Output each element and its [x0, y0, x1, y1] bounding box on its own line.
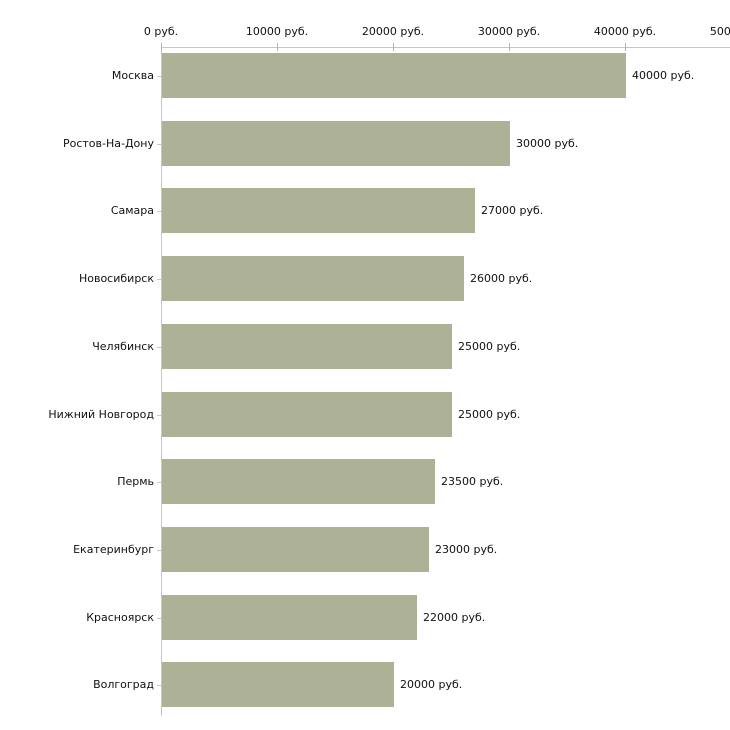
category-tick — [157, 685, 161, 686]
category-label: Нижний Новгород — [48, 408, 154, 421]
bar — [162, 459, 435, 504]
value-label: 26000 руб. — [470, 272, 533, 285]
x-axis-tick — [277, 43, 278, 51]
x-axis-tick — [625, 43, 626, 51]
category-tick — [157, 415, 161, 416]
bar — [162, 392, 452, 437]
value-label: 23000 руб. — [435, 543, 498, 556]
bar — [162, 662, 394, 707]
category-tick — [157, 347, 161, 348]
x-axis-tick-label: 10000 руб. — [245, 25, 309, 38]
y-axis-line — [161, 47, 162, 716]
value-label: 25000 руб. — [458, 340, 521, 353]
category-label: Екатеринбург — [73, 543, 154, 556]
category-label: Ростов-На-Дону — [62, 137, 154, 150]
category-label: Москва — [111, 69, 154, 82]
category-label: Самара — [110, 204, 154, 217]
x-axis-tick — [509, 43, 510, 51]
value-label: 25000 руб. — [458, 408, 521, 421]
x-axis-tick — [161, 43, 162, 51]
value-label: 23500 руб. — [441, 475, 504, 488]
value-label: 20000 руб. — [400, 678, 463, 691]
category-label: Челябинск — [92, 340, 154, 353]
x-axis-tick-label: 0 руб. — [143, 25, 179, 38]
category-tick — [157, 482, 161, 483]
bar — [162, 53, 626, 98]
category-tick — [157, 211, 161, 212]
bar — [162, 324, 452, 369]
bar — [162, 527, 429, 572]
category-label: Новосибирск — [78, 272, 154, 285]
category-label: Красноярск — [86, 611, 154, 624]
value-label: 27000 руб. — [481, 204, 544, 217]
x-axis-tick — [393, 43, 394, 51]
x-axis-tick-label: 50000 руб. — [709, 25, 730, 38]
category-tick — [157, 76, 161, 77]
bar — [162, 595, 417, 640]
category-tick — [157, 550, 161, 551]
category-tick — [157, 144, 161, 145]
x-axis-tick-label: 40000 руб. — [593, 25, 657, 38]
bar — [162, 256, 464, 301]
value-label: 22000 руб. — [423, 611, 486, 624]
bar-chart: 0 руб. 10000 руб. 20000 руб. 30000 руб. 4000… — [40, 16, 730, 730]
x-axis-tick-label: 20000 руб. — [361, 25, 425, 38]
value-label: 30000 руб. — [516, 137, 579, 150]
bar — [162, 121, 510, 166]
bar — [162, 188, 475, 233]
x-axis-line — [161, 47, 730, 48]
value-label: 40000 руб. — [632, 69, 695, 82]
category-label: Пермь — [117, 475, 154, 488]
category-tick — [157, 618, 161, 619]
category-label: Волгоград — [93, 678, 154, 691]
x-axis-tick-label: 30000 руб. — [477, 25, 541, 38]
category-tick — [157, 279, 161, 280]
